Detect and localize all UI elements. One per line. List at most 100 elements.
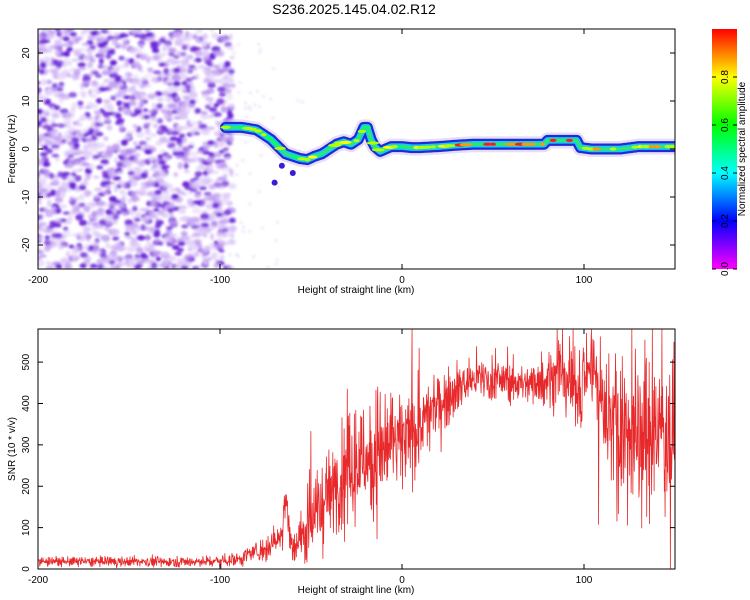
noise-blob: [152, 70, 161, 75]
noise-blob: [78, 219, 88, 226]
noise-blob: [97, 42, 106, 48]
noise-blob: [98, 53, 105, 61]
noise-blob: [173, 67, 181, 73]
ridge-blob: [526, 142, 536, 146]
noise-blob: [208, 164, 214, 171]
noise-blob: [64, 150, 75, 156]
noise-blob: [146, 191, 157, 197]
noise-blob: [134, 189, 142, 194]
noise-blob: [150, 253, 159, 258]
noise-blob: [88, 93, 97, 98]
noise-blob: [42, 169, 50, 174]
noise-blob: [212, 46, 221, 53]
noise-blob: [101, 70, 111, 76]
noise-blob: [116, 100, 122, 107]
noise-blob: [79, 182, 89, 186]
noise-blob: [108, 259, 116, 266]
noise-blob: [162, 105, 170, 111]
y-tick-label: 300: [21, 436, 32, 453]
noise-blob: [217, 176, 228, 182]
noise-blob: [51, 153, 59, 158]
noise-blob: [82, 161, 89, 166]
noise-blob: [216, 98, 225, 105]
noise-blob: [109, 66, 120, 73]
noise-blob: [175, 125, 181, 128]
noise-blob: [68, 130, 74, 136]
x-tick-label: 0: [399, 275, 405, 286]
noise-blob: [197, 64, 206, 69]
colorbar: 0.0 0.2 0.4 0.6 0.8 Normalized spectral ampl…: [712, 29, 748, 276]
noise-blob: [153, 170, 161, 177]
noise-blob: [187, 64, 196, 69]
noise-blob: [62, 111, 72, 119]
noise-blob: [221, 219, 229, 224]
noise-blob: [39, 254, 47, 258]
noise-blob: [114, 186, 118, 193]
noise-blob: [174, 251, 182, 256]
noise-blob: [150, 166, 156, 172]
noise-blob: [38, 68, 45, 75]
noise-blob: [208, 72, 217, 77]
noise-blob: [43, 32, 50, 40]
noise-blob: [198, 186, 207, 191]
noise-blob: [182, 191, 188, 197]
ridge-blob: [271, 141, 278, 145]
noise-speck: [269, 97, 273, 101]
noise-blob: [171, 193, 179, 200]
noise-blob: [93, 194, 101, 200]
noise-blob: [48, 130, 57, 137]
noise-blob: [213, 152, 222, 158]
noise-blob: [148, 243, 155, 250]
noise-speck: [258, 48, 262, 51]
noise-blob: [71, 254, 76, 261]
noise-blob: [134, 156, 139, 162]
noise-blob: [85, 137, 96, 142]
noise-blob: [182, 158, 191, 163]
noise-blob: [38, 120, 43, 126]
noise-blob: [87, 62, 93, 69]
noise-blob: [163, 260, 171, 265]
noise-blob: [65, 250, 71, 258]
noise-blob: [116, 139, 121, 144]
noise-blob: [108, 87, 113, 91]
ridge-blob: [366, 141, 380, 145]
noise-blob: [40, 117, 47, 123]
noise-blob: [123, 135, 131, 140]
noise-speck: [249, 91, 252, 94]
noise-blob: [181, 95, 190, 99]
noise-blob: [136, 259, 146, 265]
noise-blob: [182, 146, 191, 153]
noise-blob: [193, 250, 200, 258]
noise-blob: [202, 141, 208, 145]
ridge-stray: [278, 162, 285, 169]
noise-blob: [169, 136, 178, 141]
noise-blob: [59, 192, 65, 199]
noise-blob: [100, 159, 109, 165]
noise-blob: [38, 102, 40, 108]
noise-blob: [95, 131, 104, 137]
noise-blob: [222, 82, 231, 89]
noise-blob: [153, 182, 160, 188]
noise-blob: [125, 130, 135, 135]
ridge-blob: [609, 147, 617, 151]
noise-blob: [118, 149, 128, 154]
noise-blob: [178, 216, 183, 222]
noise-blob: [106, 210, 114, 216]
noise-blob: [150, 147, 157, 153]
noise-blob: [187, 202, 192, 208]
ridge-blob: [592, 147, 602, 151]
colorbar-tick-label: 0.6: [720, 118, 731, 132]
x-tick-label: -200: [28, 275, 48, 286]
snr-frame: [37, 328, 676, 570]
noise-blob: [135, 132, 146, 138]
noise-blob: [189, 151, 199, 157]
noise-blob: [116, 209, 122, 215]
noise-blob: [88, 35, 96, 41]
noise-blob: [60, 52, 69, 57]
noise-blob: [196, 150, 204, 154]
noise-blob: [66, 261, 72, 266]
noise-blob: [180, 88, 188, 94]
noise-blob: [38, 48, 45, 54]
noise-blob: [133, 33, 141, 38]
